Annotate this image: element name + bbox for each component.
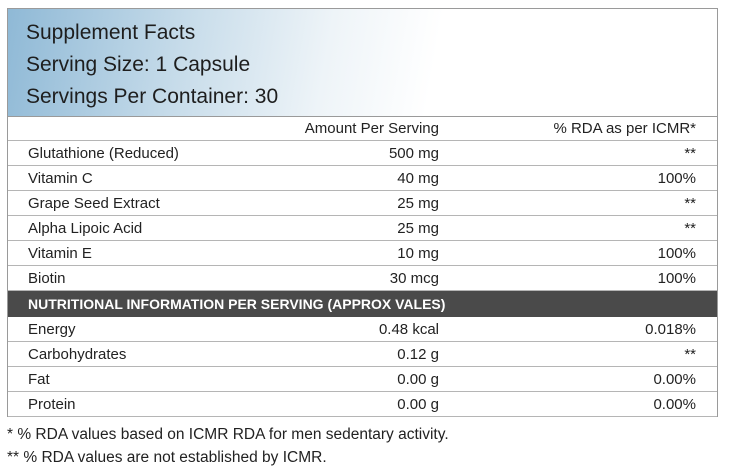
header: Supplement Facts Serving Size: 1 Capsule… [8,9,717,117]
title: Supplement Facts [26,21,196,44]
amount: 25 mg [397,195,439,212]
table-row: Vitamin C 40 mg 100% [8,166,717,191]
amount: 0.00 g [397,371,439,388]
column-header: Amount Per Serving % RDA as per ICMR* [8,116,717,141]
nutrient-name: Fat [28,371,50,388]
amount: 40 mg [397,170,439,187]
table-row: Alpha Lipoic Acid 25 mg ** [8,216,717,241]
rda: ** [684,346,696,363]
rda: 100% [657,170,696,187]
facts-table: Supplement Facts Serving Size: 1 Capsule… [7,8,718,417]
rda: ** [684,145,696,162]
column-label: Amount Per Serving [304,120,439,137]
nutrient-name: Alpha Lipoic Acid [28,220,143,237]
nutrient-name: Glutathione (Reduced) [28,145,179,162]
rda: ** [684,220,696,237]
footnote: * % RDA values based on ICMR RDA for men… [7,426,449,443]
table-row: Fat 0.00 g 0.00% [8,367,717,392]
column-label: % RDA as per ICMR* [553,120,696,137]
table-row: Protein 0.00 g 0.00% [8,392,717,417]
table-row: Grape Seed Extract 25 mg ** [8,191,717,216]
rda: ** [684,195,696,212]
rda: 0.018% [645,321,696,338]
amount: 0.00 g [397,396,439,413]
amount: 30 mcg [389,270,439,287]
table-row: Energy 0.48 kcal 0.018% [8,317,717,342]
nutrient-name: Biotin [28,270,66,287]
serving-size: Serving Size: 1 Capsule [26,53,251,76]
nutrient-name: Protein [28,396,76,413]
rda: 0.00% [653,396,696,413]
amount: 0.48 kcal [378,321,439,338]
amount: 25 mg [397,220,439,237]
rda: 0.00% [653,371,696,388]
nutrient-name: Carbohydrates [28,346,127,363]
table-row: Carbohydrates 0.12 g ** [8,342,717,367]
section-title: NUTRITIONAL INFORMATION PER SERVING (APP… [28,296,446,312]
table-row: Glutathione (Reduced) 500 mg ** [8,141,717,166]
amount: 500 mg [388,145,439,162]
footnote: ** % RDA values are not established by I… [7,449,327,466]
rda: 100% [657,270,696,287]
servings-per-container: Servings Per Container: 30 [26,85,279,108]
nutrient-name: Vitamin C [28,170,93,187]
nutrient-name: Grape Seed Extract [28,195,160,212]
amount: 0.12 g [397,346,439,363]
amount: 10 mg [397,245,439,262]
table-row: Biotin 30 mcg 100% [8,266,717,291]
nutrient-name: Energy [28,321,76,338]
rda: 100% [657,245,696,262]
section-header: NUTRITIONAL INFORMATION PER SERVING (APP… [8,291,717,317]
nutrient-name: Vitamin E [28,245,92,262]
table-row: Vitamin E 10 mg 100% [8,241,717,266]
